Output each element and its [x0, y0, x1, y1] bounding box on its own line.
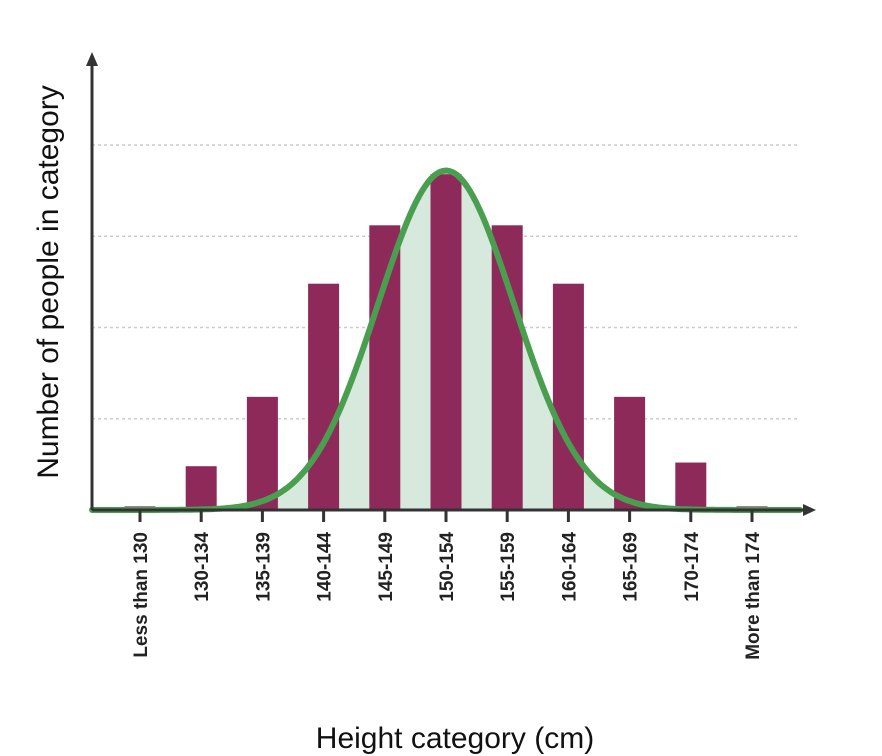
x-tick-label: More than 174: [743, 532, 764, 660]
x-tick-label: 145-149: [376, 532, 397, 602]
x-tick-label: 150-154: [437, 532, 458, 602]
bar-2: [246, 396, 278, 510]
bar-9: [675, 462, 707, 510]
bars: [124, 174, 768, 511]
x-tick-label: 135-139: [253, 532, 274, 602]
x-ticks: [138, 510, 754, 522]
bar-5: [430, 174, 462, 510]
x-axis-arrowhead: [803, 504, 816, 516]
y-axis-title: Number of people in category: [32, 85, 65, 479]
bar-8: [614, 396, 646, 510]
x-tick-label: 170-174: [682, 532, 703, 602]
bar-3: [308, 283, 340, 510]
bar-7: [552, 283, 584, 510]
bar-6: [491, 225, 523, 511]
x-tick-label: 165-169: [621, 532, 642, 602]
x-tick-labels: Less than 130 130-134 135-139 140-144 145-14…: [131, 532, 764, 660]
x-tick-label: 155-159: [498, 532, 519, 602]
x-tick-label: 140-144: [315, 532, 336, 602]
bar-4: [369, 225, 401, 511]
x-axis-title: Height category (cm): [316, 722, 594, 755]
x-tick-label: 130-134: [192, 532, 213, 602]
bar-1: [185, 466, 217, 510]
x-tick-label: Less than 130: [131, 532, 152, 658]
x-tick-label: 160-164: [559, 532, 580, 602]
y-axis-arrowhead: [86, 52, 98, 66]
